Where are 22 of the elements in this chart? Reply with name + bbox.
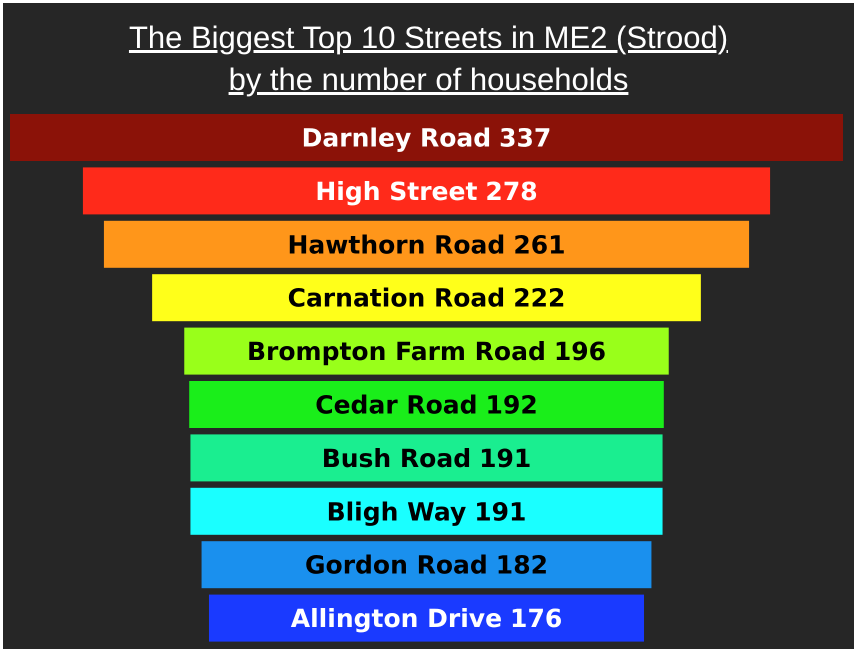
data-label: 176 [510, 604, 562, 633]
category-label: Carnation Road [288, 283, 506, 312]
category-label: Hawthorn Road [287, 230, 506, 259]
category-label: Darnley Road [302, 123, 492, 152]
data-label: 196 [554, 336, 606, 366]
category-label: Gordon Road [305, 550, 488, 580]
data-label: 182 [496, 550, 548, 580]
category-label: Cedar Road [315, 390, 478, 419]
data-label: 192 [486, 390, 538, 419]
data-label: 261 [513, 230, 566, 259]
category-label: Bligh Way [326, 496, 466, 526]
category-label: Allington Drive [290, 604, 502, 633]
data-label: 278 [485, 176, 538, 206]
data-label: 191 [474, 496, 526, 526]
text: The Biggest Top 10 Streets in ME2 (Strood) [128, 19, 730, 57]
data-label: 222 [513, 283, 566, 312]
category-label: Bush Road [322, 443, 472, 472]
data-label: 337 [499, 123, 552, 152]
category-label: Brompton Farm Road [246, 336, 546, 366]
data-label: 191 [479, 443, 532, 472]
category-label: High Street [315, 176, 478, 206]
text: by the number of households [228, 61, 630, 99]
